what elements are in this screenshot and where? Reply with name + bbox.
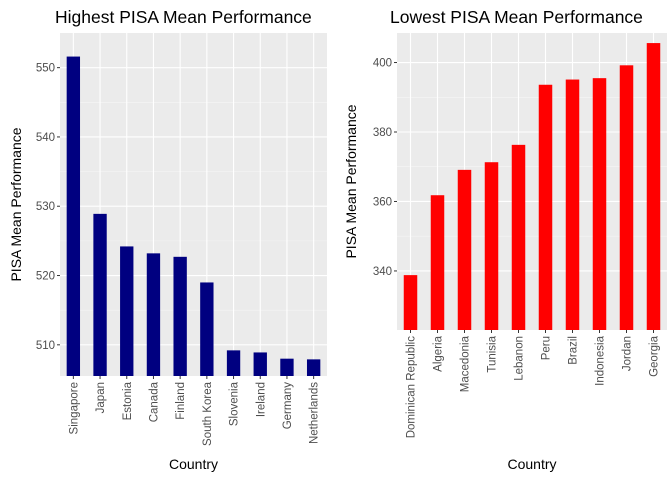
- x-tick-label: Ireland: [255, 382, 267, 417]
- bars: [66, 56, 321, 376]
- x-tick-label: Germany: [282, 382, 294, 430]
- x-tick-label: Algeria: [433, 335, 445, 371]
- y-tick-label: 530: [36, 201, 55, 213]
- y-tick-label: 400: [373, 58, 392, 70]
- bar: [173, 256, 187, 376]
- chart-lowest: Lowest PISA Mean Performance 340 360 380 40…: [343, 7, 667, 472]
- x-tick-label: Japan: [95, 382, 107, 413]
- bar: [146, 253, 161, 376]
- bar: [253, 352, 267, 376]
- bars: [403, 43, 661, 331]
- y-tick-label: 550: [36, 63, 55, 75]
- x-tick-label: Macedonia: [460, 335, 472, 392]
- x-axis-ticks: Singapore Japan Estonia Canada Finland South …: [68, 376, 321, 446]
- bar: [93, 213, 107, 376]
- bar: [280, 358, 294, 376]
- y-tick-label: 510: [36, 340, 55, 352]
- bar: [565, 79, 580, 331]
- y-tick-label: 540: [36, 132, 55, 144]
- y-axis-ticks: 510 520 530 540 550: [36, 63, 60, 352]
- bar: [592, 78, 607, 330]
- x-tick-label: Tunisia: [487, 335, 499, 372]
- x-tick-label: Estonia: [122, 381, 134, 420]
- y-tick-label: 380: [373, 127, 392, 139]
- x-tick-label: Brazil: [568, 336, 580, 365]
- chart-title: Highest PISA Mean Performance: [55, 7, 312, 27]
- y-tick-label: 520: [36, 271, 55, 283]
- chart-highest: Highest PISA Mean Performance 5105205305…: [8, 7, 327, 472]
- x-axis-ticks: Dominican Republic Algeria Macedonia Tunisi…: [406, 330, 661, 438]
- bar: [200, 282, 214, 376]
- x-tick-label: Slovenia: [229, 381, 241, 426]
- x-tick-label: Jordan: [622, 336, 634, 371]
- bar: [120, 246, 134, 376]
- x-tick-label: Dominican Republic: [406, 336, 418, 439]
- y-tick-label: 360: [373, 196, 392, 208]
- bar: [430, 195, 445, 330]
- y-axis-ticks: 340 360 380 400: [373, 58, 397, 278]
- chart-title: Lowest PISA Mean Performance: [390, 7, 643, 27]
- y-axis-title: PISA Mean Performance: [343, 104, 359, 258]
- bar: [538, 84, 553, 330]
- x-tick-label: Netherlands: [309, 382, 321, 444]
- bar: [403, 275, 418, 330]
- x-tick-label: Singapore: [68, 382, 80, 434]
- bar: [306, 359, 321, 376]
- bar: [457, 169, 472, 330]
- bar: [484, 162, 499, 330]
- x-axis-title: Country: [507, 456, 556, 472]
- x-tick-label: Finland: [175, 382, 187, 420]
- x-tick-label: Georgia: [649, 335, 661, 377]
- bar: [226, 350, 241, 376]
- x-axis-title: Country: [169, 456, 218, 472]
- x-tick-label: Indonesia: [595, 335, 607, 385]
- bar: [619, 65, 634, 330]
- y-tick-label: 340: [373, 266, 392, 278]
- bar: [511, 144, 526, 330]
- x-tick-label: Canada: [148, 381, 160, 422]
- x-tick-label: Lebanon: [514, 336, 526, 381]
- x-tick-label: South Korea: [202, 381, 214, 446]
- y-axis-title: PISA Mean Performance: [8, 127, 24, 281]
- bar: [66, 56, 81, 376]
- bar: [646, 43, 661, 331]
- x-tick-label: Peru: [541, 336, 553, 360]
